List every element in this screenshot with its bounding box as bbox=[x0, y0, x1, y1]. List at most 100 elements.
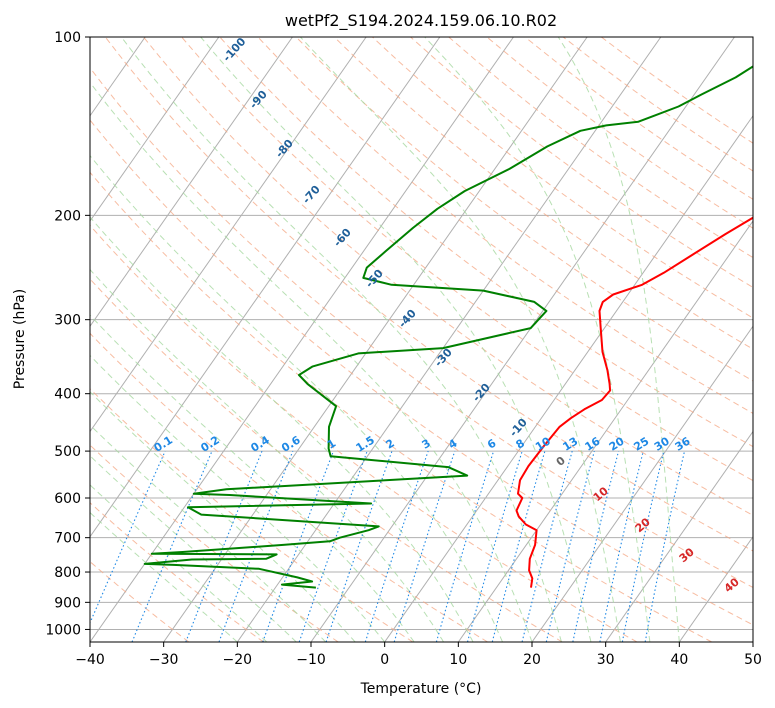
profile-series bbox=[143, 65, 753, 589]
moist-adiabat-line bbox=[90, 268, 445, 642]
moist-adiabat-line bbox=[200, 37, 592, 642]
mixing-ratio-line bbox=[325, 450, 393, 642]
x-axis-ticks: −40 −30 −20 −10 0 10 20 30 40 50 bbox=[75, 642, 762, 668]
x-tick-label: −20 bbox=[223, 652, 253, 668]
y-tick-label: 100 bbox=[54, 30, 81, 46]
dry-adiabat-line bbox=[143, 37, 753, 516]
dry-adiabat-label: 40 bbox=[722, 575, 742, 595]
y-tick-label: 300 bbox=[54, 313, 81, 329]
mixing-ratio-line bbox=[491, 450, 546, 642]
moist-adiabat-line bbox=[121, 37, 562, 642]
mixing-ratio-line bbox=[644, 450, 686, 642]
mixing-ratio-label: 1 bbox=[325, 437, 338, 452]
moist-adiabat-label: -60 bbox=[331, 226, 354, 250]
dry-adiabat-line bbox=[486, 37, 753, 229]
x-tick-label: −40 bbox=[75, 652, 105, 668]
dry-adiabat-line bbox=[90, 171, 712, 642]
moist-adiabat-lines bbox=[90, 37, 680, 642]
isotherm-line bbox=[163, 37, 588, 642]
dry-adiabat-line bbox=[90, 67, 753, 588]
moist-adiabat-line bbox=[90, 484, 268, 642]
isotherm-line bbox=[90, 37, 367, 433]
x-tick-label: −30 bbox=[149, 652, 179, 668]
chart-title: wetPf2_S194.2024.159.06.10.R02 bbox=[285, 11, 557, 31]
moist-adiabat-line bbox=[90, 154, 503, 642]
isotherm-line bbox=[678, 535, 753, 642]
dry-adiabat-line bbox=[90, 332, 488, 642]
moist-adiabat-line bbox=[90, 216, 474, 642]
isotherm-line bbox=[0, 37, 72, 642]
dry-adiabat-line bbox=[90, 224, 638, 642]
y-tick-label: 1000 bbox=[45, 622, 81, 638]
mixing-ratio-label: 4 bbox=[446, 436, 460, 451]
isotherm-line bbox=[605, 430, 753, 642]
moist-adiabat-label: -80 bbox=[273, 137, 296, 161]
moist-adiabat-label: -90 bbox=[247, 88, 270, 112]
mixing-ratio-label: 1.5 bbox=[354, 433, 377, 454]
mixing-ratio-line bbox=[572, 450, 620, 642]
moist-adiabat-label: -10 bbox=[507, 416, 530, 440]
mixing-ratio-line bbox=[545, 450, 595, 642]
dry-adiabat-line bbox=[372, 37, 753, 319]
mixing-ratio-line bbox=[521, 450, 573, 642]
moist-adiabat-line bbox=[300, 37, 621, 642]
y-tick-label: 200 bbox=[54, 208, 81, 224]
temperature-profile-line bbox=[515, 216, 753, 588]
mixing-ratio-line bbox=[466, 450, 523, 642]
mixing-ratio-label: 3 bbox=[420, 437, 433, 452]
moist-adiabat-line bbox=[90, 81, 533, 642]
isotherm-line bbox=[752, 641, 753, 642]
moist-adiabat-line bbox=[90, 391, 356, 642]
isotherm-line bbox=[531, 325, 753, 642]
mixing-ratio-line bbox=[364, 450, 429, 642]
y-axis-label: Pressure (hPa) bbox=[12, 289, 28, 389]
moist-adiabat-line bbox=[90, 354, 386, 642]
mixing-ratio-line bbox=[262, 450, 334, 642]
moist-adiabat-line bbox=[424, 37, 651, 642]
y-axis-ticks: 100 200 300 400 500 600 700 800 900 1000 bbox=[45, 30, 90, 638]
isotherm-line bbox=[457, 220, 753, 642]
isotherm-line bbox=[90, 37, 220, 222]
x-tick-label: 20 bbox=[523, 652, 541, 668]
dry-adiabat-label: 0 bbox=[554, 454, 568, 469]
y-tick-label: 400 bbox=[54, 387, 81, 403]
y-tick-label: 700 bbox=[54, 531, 81, 547]
moist-adiabat-line bbox=[90, 455, 297, 642]
dry-adiabat-line bbox=[410, 37, 753, 289]
moist-adiabat-line bbox=[90, 511, 238, 642]
dewpoint-profile-line bbox=[143, 65, 753, 589]
dry-adiabat-line bbox=[257, 37, 753, 414]
x-tick-label: 0 bbox=[380, 652, 389, 668]
x-tick-label: 50 bbox=[744, 652, 762, 668]
mixing-ratio-line bbox=[185, 450, 263, 642]
isotherm-line bbox=[310, 37, 735, 642]
pressure-gridlines bbox=[90, 37, 753, 630]
isotherm-lines bbox=[0, 37, 753, 642]
dry-adiabat-line bbox=[104, 37, 753, 552]
dry-adiabat-line bbox=[219, 37, 753, 448]
dry-adiabat-line bbox=[448, 37, 753, 259]
x-tick-label: 10 bbox=[449, 652, 467, 668]
x-tick-label: 40 bbox=[670, 652, 688, 668]
dry-adiabat-line bbox=[90, 119, 753, 626]
mixing-ratio-label: 0.1 bbox=[152, 433, 175, 454]
isotherm-line bbox=[90, 37, 293, 328]
mixing-ratio-line bbox=[393, 450, 456, 642]
x-tick-label: 30 bbox=[597, 652, 615, 668]
y-tick-label: 800 bbox=[54, 565, 81, 581]
y-tick-label: 600 bbox=[54, 491, 81, 507]
dry-adiabat-line bbox=[90, 502, 264, 642]
isotherm-line bbox=[90, 37, 514, 642]
mixing-ratio-line bbox=[599, 450, 644, 642]
mixing-ratio-label: 2 bbox=[383, 437, 396, 452]
dry-adiabat-line bbox=[90, 278, 563, 642]
isotherm-line bbox=[236, 37, 662, 642]
isotherm-line bbox=[90, 37, 441, 538]
isotherm-line bbox=[384, 114, 753, 642]
dry-adiabat-line bbox=[295, 37, 753, 382]
x-tick-label: −10 bbox=[296, 652, 326, 668]
moist-adiabat-line bbox=[557, 37, 680, 642]
plot-frame bbox=[89, 36, 754, 643]
mixing-ratio-line bbox=[298, 450, 368, 642]
